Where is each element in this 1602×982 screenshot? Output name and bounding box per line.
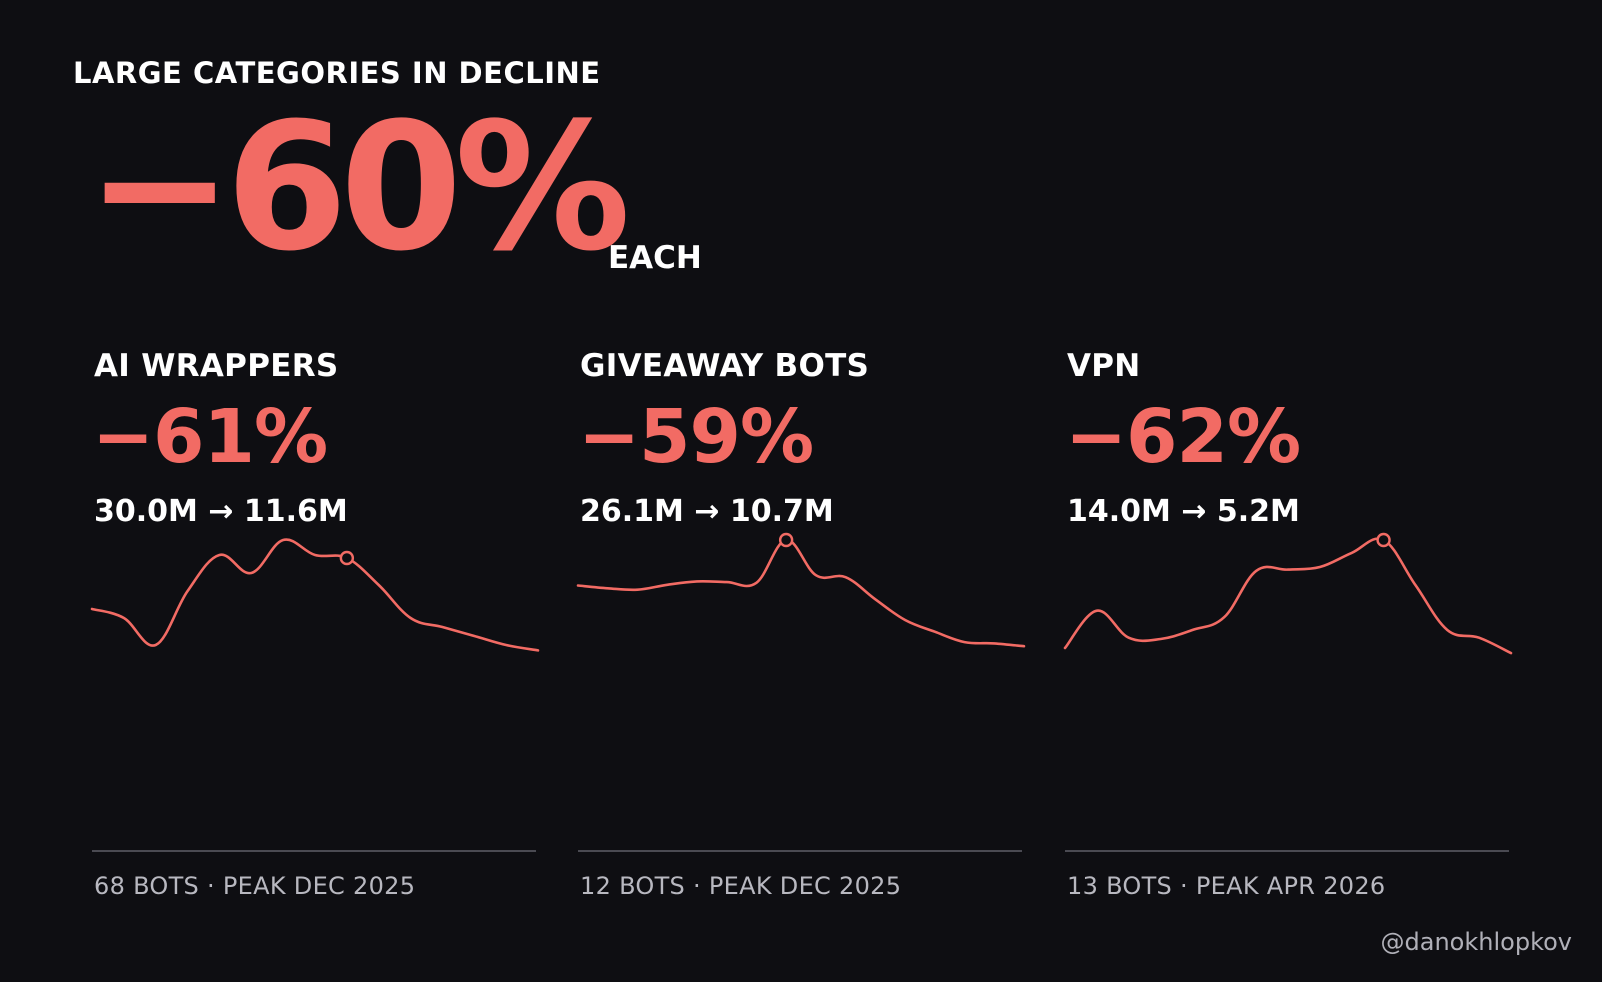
panel-percent: −62% bbox=[1065, 394, 1301, 480]
panel-divider bbox=[1065, 850, 1509, 852]
peak-marker bbox=[1376, 532, 1391, 548]
panel-footer: 68 BOTS · PEAK DEC 2025 bbox=[94, 872, 416, 900]
panel-vpn: VPN −62% 14.0M → 5.2M 13 BOTS · PEAK APR… bbox=[1063, 348, 1513, 908]
panel-percent: −61% bbox=[92, 394, 328, 480]
panel-divider bbox=[92, 850, 536, 852]
panel-title: GIVEAWAY BOTS bbox=[580, 348, 870, 384]
series-line bbox=[576, 538, 1026, 648]
panel-divider bbox=[578, 850, 1022, 852]
panel-range: 26.1M → 10.7M bbox=[580, 494, 834, 529]
kicker-title: LARGE CATEGORIES IN DECLINE bbox=[73, 56, 601, 90]
panel-range: 14.0M → 5.2M bbox=[1067, 494, 1300, 529]
panel-ai-wrappers: AI WRAPPERS −61% 30.0M → 11.6M 68 BOTS ·… bbox=[90, 348, 540, 908]
author-handle: @danokhlopkov bbox=[1380, 928, 1572, 956]
panel-title: AI WRAPPERS bbox=[94, 348, 339, 384]
panel-giveaway-bots: GIVEAWAY BOTS −59% 26.1M → 10.7M 12 BOTS… bbox=[576, 348, 1026, 908]
panel-footer: 12 BOTS · PEAK DEC 2025 bbox=[580, 872, 902, 900]
peak-marker bbox=[339, 550, 355, 566]
panel-percent: −59% bbox=[578, 394, 814, 480]
line-chart-giveaway-bots bbox=[576, 532, 1026, 648]
line-chart-vpn bbox=[1063, 532, 1513, 655]
series-line bbox=[90, 538, 540, 652]
series-line bbox=[1063, 537, 1513, 655]
headline-percent: −60% bbox=[86, 85, 631, 290]
line-chart-ai-wrappers bbox=[90, 538, 540, 652]
panel-title: VPN bbox=[1067, 348, 1141, 384]
peak-marker bbox=[778, 532, 794, 548]
panel-range: 30.0M → 11.6M bbox=[94, 494, 348, 529]
headline-suffix: EACH bbox=[608, 240, 702, 276]
panel-footer: 13 BOTS · PEAK APR 2026 bbox=[1067, 872, 1386, 900]
